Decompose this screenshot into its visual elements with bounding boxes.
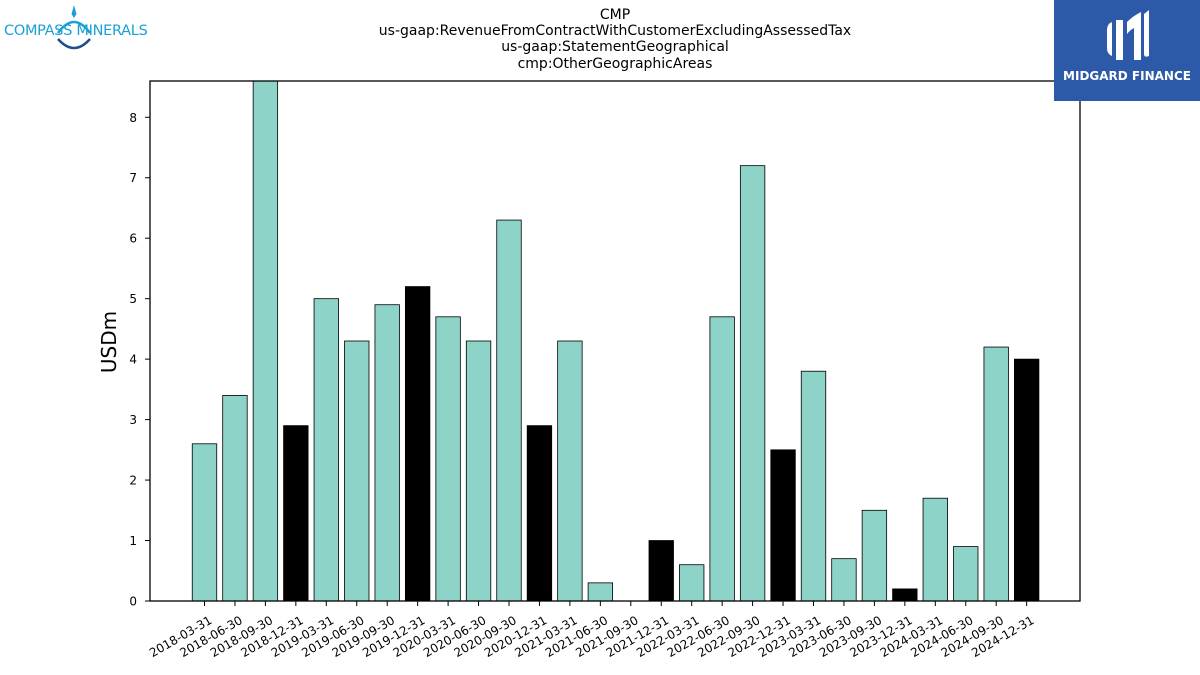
bar-2024-03-31 [922,497,948,602]
bar-2022-12-31 [770,449,796,602]
title-line-3: us-gaap:StatementGeographical [501,39,729,55]
y-tick-label: 5 [129,292,137,306]
bar-2023-12-31 [892,588,918,602]
bar-2020-06-30 [465,340,492,602]
midgard-m-icon [1107,10,1149,60]
bar-2024-12-31 [1014,358,1040,602]
midgard-finance-wordmark: MIDGARD FINANCE [1063,69,1191,83]
bar-2018-06-30 [222,395,248,602]
bar-2018-12-31 [283,425,309,602]
y-tick-label: 1 [129,534,137,548]
y-tick-label: 2 [129,474,137,488]
bar-2024-09-30 [983,346,1009,602]
bar-2019-09-30 [374,304,400,602]
y-tick-label: 7 [129,171,137,185]
y-tick-label: 4 [129,353,137,367]
bar-2023-03-31 [800,370,827,602]
plot-frame [149,80,1081,602]
compass-minerals-logo: COMPASS MINERALS [4,5,154,55]
y-tick-label: 3 [129,413,137,427]
bar-2022-03-31 [679,564,705,602]
y-tick-label: 8 [129,111,137,125]
title-line-1: CMP [599,7,631,23]
bar-2023-06-30 [831,558,857,602]
bar-2022-09-30 [739,165,766,602]
y-axis: 0 1 2 3 4 5 6 7 8 [129,111,150,609]
bar-2020-09-30 [496,219,522,602]
bar-2019-06-30 [344,340,370,602]
bar-2020-03-31 [435,316,461,602]
y-tick-label: 6 [129,232,137,246]
bar-2021-12-31 [648,540,674,602]
bar-2019-12-31 [404,286,431,602]
bar-2024-06-30 [953,546,979,602]
bar-2021-03-31 [557,340,583,602]
bar-2018-03-31 [191,443,218,602]
bar-2021-06-30 [587,582,613,602]
y-tick-label: 0 [129,595,137,609]
y-axis-label: USDm [97,311,121,373]
bars-group [191,80,1040,602]
title-line-2: us-gaap:RevenueFromContractWithCustomerE… [378,23,852,39]
compass-star-icon [56,5,92,50]
title-line-4: cmp:OtherGeographicAreas [517,56,713,72]
bar-2020-12-31 [526,425,553,602]
bar-2018-09-30 [252,80,279,602]
midgard-finance-logo: MIDGARD FINANCE [1054,0,1200,101]
compass-minerals-wordmark: COMPASS MINERALS [4,23,148,39]
bar-2019-03-31 [313,298,339,602]
bar-2022-06-30 [709,316,735,602]
bar-2023-09-30 [861,509,888,602]
x-axis: 2018-03-312018-06-302018-09-302018-12-31… [147,601,1037,660]
